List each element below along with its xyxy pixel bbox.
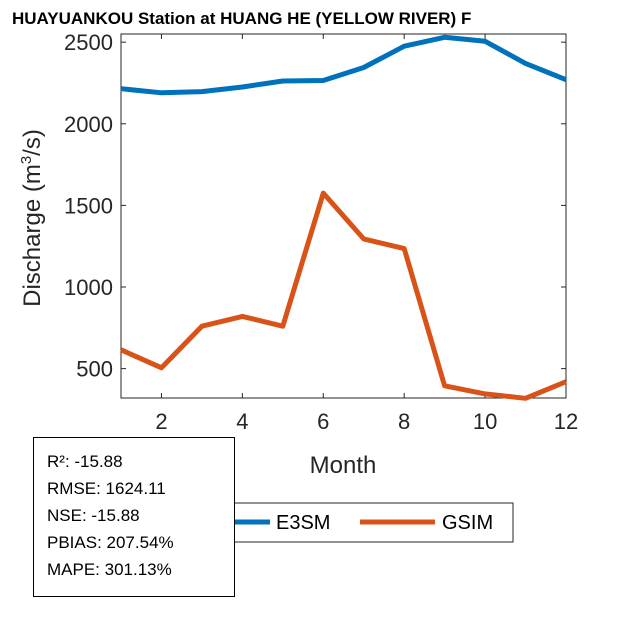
y-tick-label: 500 [76, 357, 113, 382]
x-axis-label: Month [310, 452, 377, 479]
stat-rmse: RMSE: 1624.11 [47, 479, 166, 498]
y-axis: 500 1000 1500 2000 2500 [64, 30, 566, 382]
x-tick-label: 10 [473, 409, 497, 434]
x-tick-label: 6 [317, 409, 329, 434]
y-axis-label-end: /s) [19, 129, 46, 156]
y-axis-label: Discharge (m3/s) [18, 129, 46, 307]
x-tick-label: 4 [236, 409, 248, 434]
series-lines [119, 34, 567, 401]
stat-r2: R²: -15.88 [47, 452, 123, 471]
series-line-gsim [119, 190, 567, 401]
y-tick-label: 1500 [64, 193, 113, 218]
y-axis-label-superscript: 3 [18, 156, 35, 164]
stats-box: R²: -15.88 RMSE: 1624.11 NSE: -15.88 PBI… [33, 437, 235, 597]
chart-title: HUAYUANKOU Station at HUANG HE (YELLOW R… [12, 9, 471, 28]
x-tick-label: 2 [155, 409, 167, 434]
stat-mape: MAPE: 301.13% [47, 560, 172, 579]
stat-pbias: PBIAS: 207.54% [47, 533, 174, 552]
legend-label-e3sm: E3SM [276, 512, 330, 534]
y-axis-label-main: Discharge (m [19, 164, 46, 307]
series-line-e3sm [120, 34, 567, 96]
legend-label-gsim: GSIM [442, 512, 493, 534]
x-tick-label: 12 [554, 409, 578, 434]
y-tick-label: 2500 [64, 30, 113, 55]
y-tick-label: 1000 [64, 275, 113, 300]
x-tick-label: 8 [398, 409, 410, 434]
x-axis: 2 4 6 8 10 12 [155, 34, 578, 434]
stat-nse: NSE: -15.88 [47, 506, 140, 525]
y-tick-label: 2000 [64, 112, 113, 137]
